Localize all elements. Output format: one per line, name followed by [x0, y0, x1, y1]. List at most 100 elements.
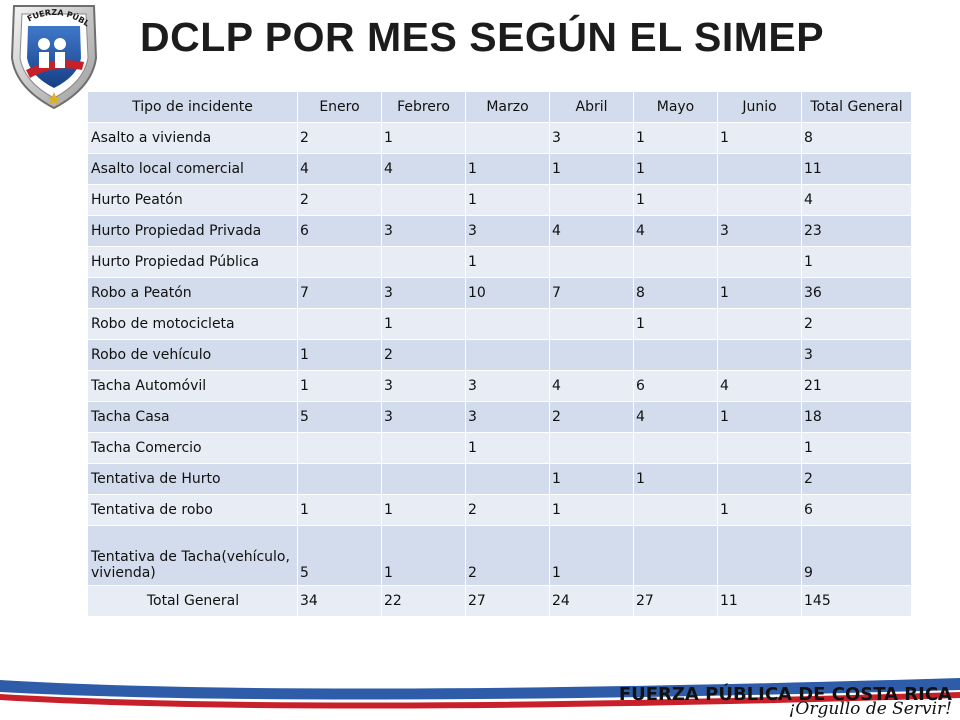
count-cell [465, 308, 550, 340]
total-cell: 145 [801, 585, 912, 617]
count-cell [717, 184, 802, 216]
count-cell [297, 432, 382, 464]
count-cell: 1 [633, 153, 718, 185]
count-cell: 4 [633, 215, 718, 247]
count-cell: 3 [549, 122, 634, 154]
count-cell [633, 339, 718, 371]
count-cell [549, 432, 634, 464]
count-cell: 1 [801, 246, 912, 278]
column-header: Enero [297, 91, 382, 123]
count-cell: 1 [297, 370, 382, 402]
count-cell: 6 [297, 215, 382, 247]
count-cell: 6 [633, 370, 718, 402]
count-cell [633, 525, 718, 586]
incident-table: Tipo de incidente Enero Febrero Marzo Abril M… [87, 91, 912, 617]
column-header: Marzo [465, 91, 550, 123]
count-cell: 2 [801, 308, 912, 340]
count-cell: 1 [549, 525, 634, 586]
footer-brand: FUERZA PÚBLICA DE COSTA RICA [618, 684, 952, 705]
total-cell: 22 [381, 585, 466, 617]
count-cell: 2 [297, 184, 382, 216]
incident-type-cell: Hurto Peatón [87, 184, 298, 216]
count-cell [549, 184, 634, 216]
table-row: Tentativa de robo 1 1 2 1 1 6 [87, 494, 912, 526]
count-cell: 2 [465, 494, 550, 526]
count-cell: 9 [801, 525, 912, 586]
count-cell: 3 [381, 215, 466, 247]
count-cell: 1 [297, 494, 382, 526]
count-cell [465, 339, 550, 371]
count-cell: 8 [633, 277, 718, 309]
count-cell [717, 463, 802, 495]
count-cell [633, 246, 718, 278]
count-cell [717, 153, 802, 185]
table-row: Asalto local comercial 4 4 1 1 1 11 [87, 153, 912, 185]
count-cell [717, 246, 802, 278]
footer-stripes [0, 678, 960, 720]
table-row: Hurto Propiedad Privada 6 3 3 4 4 3 23 [87, 215, 912, 247]
count-cell [381, 246, 466, 278]
count-cell: 1 [801, 432, 912, 464]
column-header: Febrero [381, 91, 466, 123]
incident-type-cell: Asalto a vivienda [87, 122, 298, 154]
count-cell: 2 [465, 525, 550, 586]
count-cell [633, 432, 718, 464]
count-cell: 4 [297, 153, 382, 185]
count-cell [549, 246, 634, 278]
count-cell: 7 [297, 277, 382, 309]
count-cell: 5 [297, 401, 382, 433]
count-cell: 1 [297, 339, 382, 371]
count-cell: 1 [381, 122, 466, 154]
count-cell: 2 [801, 463, 912, 495]
incident-type-cell: Tacha Casa [87, 401, 298, 433]
count-cell: 18 [801, 401, 912, 433]
table-row: Tacha Comercio 1 1 [87, 432, 912, 464]
table-row: Tentativa de Tacha(vehículo, vivienda) 5 1… [87, 525, 912, 586]
count-cell [297, 463, 382, 495]
incident-type-cell: Asalto local comercial [87, 153, 298, 185]
total-cell: 11 [717, 585, 802, 617]
count-cell: 7 [549, 277, 634, 309]
incident-type-cell: Tentativa de Hurto [87, 463, 298, 495]
count-cell: 4 [717, 370, 802, 402]
table-row: Tacha Casa 5 3 3 2 4 1 18 [87, 401, 912, 433]
table-row: Tacha Automóvil 1 3 3 4 6 4 21 [87, 370, 912, 402]
count-cell: 3 [717, 215, 802, 247]
incident-type-cell: Hurto Propiedad Pública [87, 246, 298, 278]
count-cell [381, 463, 466, 495]
count-cell: 4 [633, 401, 718, 433]
column-header: Junio [717, 91, 802, 123]
count-cell: 1 [633, 308, 718, 340]
count-cell: 2 [297, 122, 382, 154]
page-title: DCLP POR MES SEGÚN EL SIMEP [140, 14, 825, 60]
incident-type-cell: Tentativa de robo [87, 494, 298, 526]
count-cell [717, 432, 802, 464]
incident-type-cell: Robo de vehículo [87, 339, 298, 371]
table-row: Hurto Propiedad Pública 1 1 [87, 246, 912, 278]
total-cell: 34 [297, 585, 382, 617]
count-cell: 1 [717, 122, 802, 154]
count-cell [717, 308, 802, 340]
count-cell [297, 246, 382, 278]
count-cell: 23 [801, 215, 912, 247]
count-cell: 4 [381, 153, 466, 185]
count-cell [465, 463, 550, 495]
total-row: Total General 34 22 27 24 27 11 145 [87, 585, 912, 617]
table-row: Robo de motocicleta 1 1 2 [87, 308, 912, 340]
count-cell: 1 [549, 463, 634, 495]
table-row: Tentativa de Hurto 1 1 2 [87, 463, 912, 495]
count-cell: 1 [381, 525, 466, 586]
count-cell [549, 339, 634, 371]
count-cell: 3 [381, 277, 466, 309]
count-cell [717, 525, 802, 586]
count-cell: 5 [297, 525, 382, 586]
count-cell: 21 [801, 370, 912, 402]
count-cell [549, 308, 634, 340]
table-row: Asalto a vivienda 2 1 3 1 1 8 [87, 122, 912, 154]
count-cell: 1 [633, 463, 718, 495]
column-header: Abril [549, 91, 634, 123]
count-cell [381, 184, 466, 216]
count-cell [717, 339, 802, 371]
count-cell: 4 [549, 370, 634, 402]
count-cell [633, 494, 718, 526]
